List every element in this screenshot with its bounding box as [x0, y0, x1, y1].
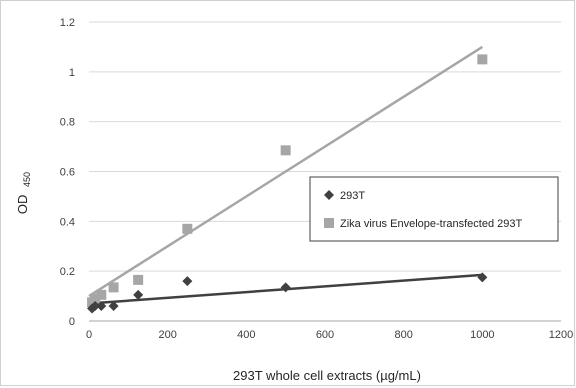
y-tick-label: 1	[69, 67, 75, 79]
data-points	[87, 54, 488, 314]
point-zika	[133, 274, 144, 285]
point-zika	[477, 54, 488, 65]
x-tick-label: 0	[86, 329, 92, 341]
y-tick-label: 0.4	[60, 216, 75, 228]
trendline-zika	[88, 45, 484, 298]
tick-labels: 0 0.2 0.4 0.6 0.8 1 1.2 0 200 400 600 800 1000 1200	[60, 17, 574, 341]
point-293t	[280, 282, 291, 293]
legend-label-293t: 293T	[340, 190, 365, 202]
y-axis-title-subscript: 450	[22, 172, 32, 187]
x-tick-label: 200	[158, 329, 176, 341]
trendlines	[88, 45, 484, 305]
y-axis-title: OD 450	[15, 172, 32, 214]
x-tick-label: 800	[394, 329, 412, 341]
legend-box	[309, 176, 559, 242]
point-293t	[477, 272, 488, 283]
point-293t	[182, 276, 193, 287]
y-tick-label: 0.2	[60, 266, 75, 278]
y-axis-title-main: OD	[15, 195, 30, 215]
x-tick-label: 1200	[549, 329, 573, 341]
y-tick-label: 1.2	[60, 17, 75, 29]
point-293t	[133, 289, 144, 300]
svg-text:OD 450: OD 450	[15, 172, 32, 214]
legend-marker-zika	[324, 218, 334, 228]
x-tick-label: 400	[237, 329, 255, 341]
point-zika	[280, 145, 291, 156]
point-293t	[90, 301, 101, 312]
legend-marker-293t	[324, 190, 334, 200]
point-zika	[108, 282, 119, 293]
y-tick-label: 0	[69, 316, 75, 328]
gridlines	[89, 21, 561, 272]
x-tick-label: 1000	[470, 329, 494, 341]
point-293t	[96, 301, 107, 312]
y-tick-label: 0.6	[60, 167, 75, 179]
x-axis-title: 293T whole cell extracts (µg/mL)	[233, 368, 421, 383]
point-zika	[90, 293, 101, 304]
point-293t	[108, 301, 119, 312]
point-zika	[96, 289, 107, 300]
x-tick-label: 600	[316, 329, 334, 341]
point-zika	[182, 223, 193, 234]
legend: 293T Zika virus Envelope-transfected 293T	[309, 176, 559, 242]
legend-label-zika: Zika virus Envelope-transfected 293T	[340, 218, 522, 230]
y-tick-label: 0.8	[60, 117, 75, 129]
